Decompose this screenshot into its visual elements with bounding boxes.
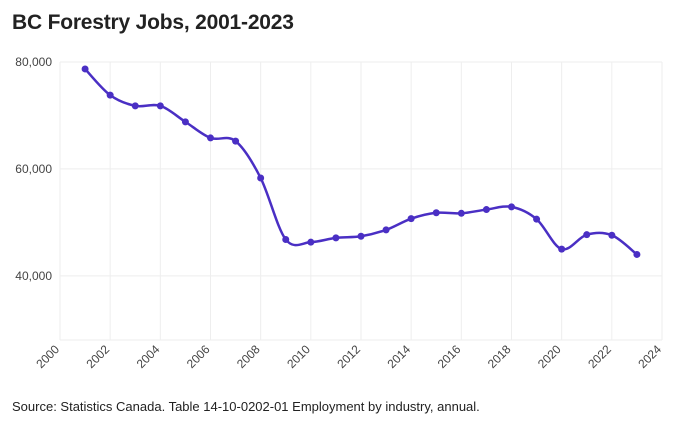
data-point — [407, 215, 415, 223]
data-point — [508, 203, 515, 211]
chart-title: BC Forestry Jobs, 2001-2023 — [12, 11, 294, 34]
data-point — [357, 232, 365, 240]
x-tick-label: 2002 — [84, 342, 113, 371]
x-tick-label: 2006 — [184, 342, 213, 371]
data-point — [332, 234, 340, 242]
data-point — [106, 91, 114, 99]
source-note: Source: Statistics Canada. Table 14-10-0… — [12, 399, 480, 414]
data-point — [382, 226, 390, 234]
data-point — [232, 137, 240, 145]
x-tick-label: 2008 — [234, 342, 263, 371]
y-tick-label: 40,000 — [15, 269, 52, 283]
data-point — [282, 235, 290, 243]
data-point — [608, 231, 616, 239]
axis-layer: 40,000 60,000 80,000 2000 2002 2004 2006 2008 20… — [15, 55, 664, 371]
data-point — [307, 238, 315, 246]
data-point — [156, 102, 164, 110]
x-tick-label: 2004 — [134, 342, 163, 371]
x-tick-label: 2024 — [635, 342, 664, 371]
x-tick-label: 2018 — [485, 342, 514, 371]
x-tick-label: 2014 — [385, 342, 414, 371]
x-tick-label: 2012 — [334, 342, 363, 371]
grid-layer — [59, 61, 663, 341]
series-layer — [81, 65, 641, 258]
data-point — [558, 245, 566, 253]
data-point — [181, 118, 189, 126]
data-point — [482, 206, 490, 214]
x-tick-label: 2000 — [33, 342, 62, 371]
x-tick-label: 2016 — [435, 342, 464, 371]
data-point — [633, 250, 641, 258]
data-point — [131, 102, 139, 110]
data-point — [583, 231, 591, 239]
y-tick-label: 80,000 — [15, 55, 52, 69]
y-tick-label: 60,000 — [15, 162, 52, 176]
data-point — [207, 134, 214, 142]
data-point — [432, 209, 440, 217]
x-tick-label: 2010 — [284, 342, 313, 371]
data-point — [457, 209, 465, 217]
x-tick-label: 2020 — [535, 342, 564, 371]
data-point — [533, 215, 541, 223]
data-point — [81, 65, 89, 73]
x-tick-label: 2022 — [585, 342, 614, 371]
data-point — [257, 174, 265, 182]
